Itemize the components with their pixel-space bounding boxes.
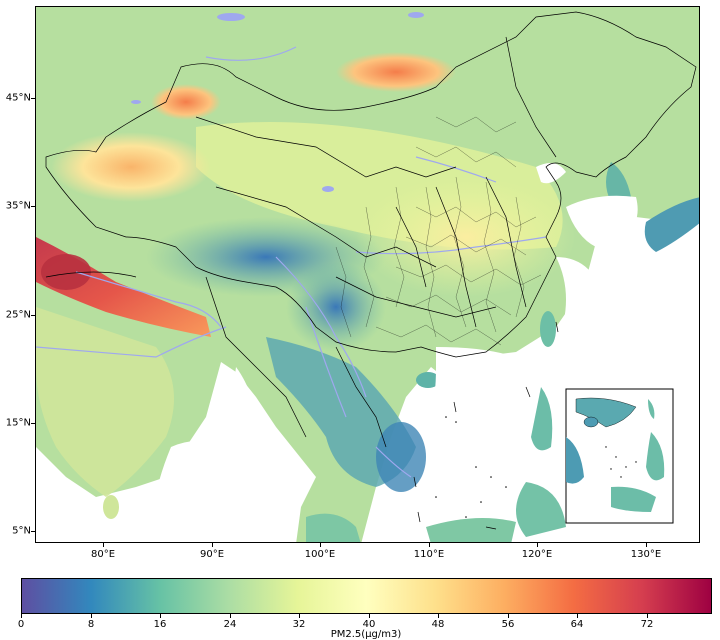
lat-label-25: 25°N (5, 309, 31, 321)
taiwan (540, 311, 556, 347)
colorbar-tick (160, 614, 161, 618)
colorbar-tick-label: 40 (362, 619, 376, 630)
colorbar-tick (299, 614, 300, 618)
colorbar-tick-label: 64 (570, 619, 584, 630)
hainan (416, 372, 440, 388)
colorbar-tick-label: 0 (17, 619, 25, 630)
lon-tick (537, 543, 538, 547)
lon-label-80: 80°E (90, 549, 116, 560)
lon-label-100: 100°E (304, 549, 336, 560)
lon-tick (103, 543, 104, 547)
sea (536, 163, 566, 184)
rivers (36, 46, 547, 478)
sri-lanka (103, 495, 119, 519)
colorbar-tick-label: 48 (431, 619, 445, 630)
colorbar-tick (647, 614, 648, 618)
south-china-sea-inset (565, 388, 674, 524)
colorbar-tick (21, 614, 22, 618)
colorbar-tick (369, 614, 370, 618)
colorbar-tick-label: 8 (87, 619, 95, 630)
lat-label-35: 35°N (5, 200, 31, 212)
county-boundaries (335, 116, 542, 346)
lon-tick (320, 543, 321, 547)
map-canvas (36, 7, 699, 542)
lat-tick (31, 423, 35, 424)
colorbar-tick (230, 614, 231, 618)
colorbar-tick-label: 56 (501, 619, 515, 630)
lat-tick (31, 206, 35, 207)
lon-label-110: 110°E (413, 549, 445, 560)
colorbar-tick (577, 614, 578, 618)
colorbar-tick (91, 614, 92, 618)
pm25-map (35, 6, 700, 543)
lon-tick (646, 543, 647, 547)
colorbar-tick (438, 614, 439, 618)
colorbar (21, 578, 712, 614)
colorbar-tick-label: 24 (223, 619, 237, 630)
lat-label-45: 45°N (5, 92, 31, 104)
lat-tick (31, 315, 35, 316)
islands (435, 416, 507, 518)
lon-label-120: 120°E (521, 549, 553, 560)
lon-label-90: 90°E (199, 549, 225, 560)
lakes (131, 12, 424, 192)
lon-tick (429, 543, 430, 547)
lat-label-5: 5°N (12, 525, 31, 537)
colorbar-tick (508, 614, 509, 618)
lat-tick (31, 98, 35, 99)
colorbar-tick-label: 32 (292, 619, 306, 630)
lon-tick (212, 543, 213, 547)
lat-tick (31, 531, 35, 532)
colorbar-tick-label: 72 (640, 619, 654, 630)
nine-dash-line (413, 321, 559, 530)
colorbar-label: PM2.5(μg/m3) (330, 629, 402, 640)
lat-label-15: 15°N (5, 417, 31, 429)
colorbar-tick-label: 16 (153, 619, 167, 630)
lon-label-130: 130°E (630, 549, 662, 560)
